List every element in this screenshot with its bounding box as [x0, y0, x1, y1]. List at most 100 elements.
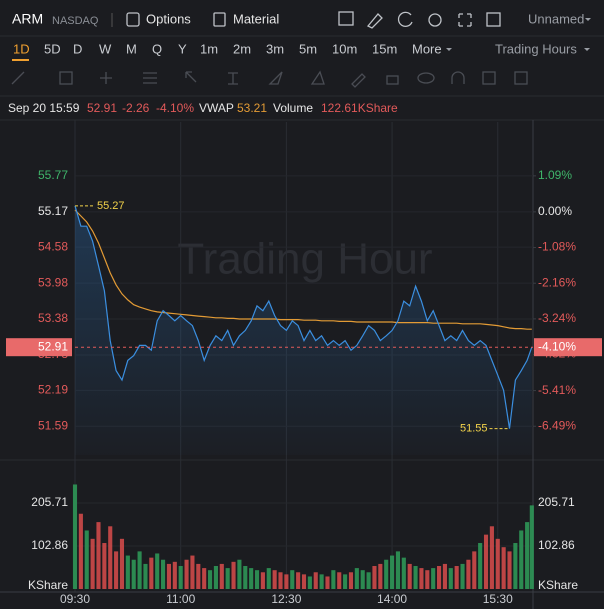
timeframe-tab[interactable]: 3m	[266, 41, 284, 56]
exchange: NASDAQ	[52, 15, 99, 27]
volume-bar	[331, 570, 336, 589]
info-vwap-label: VWAP	[199, 101, 234, 115]
volume-bar	[184, 559, 189, 589]
layout-name[interactable]: Unnamed	[528, 11, 584, 26]
tool-group[interactable]	[482, 71, 496, 85]
x-tick-label: 09:30	[60, 592, 90, 606]
volume-bar	[343, 574, 348, 589]
price-area	[75, 205, 532, 455]
tool-eye[interactable]	[417, 72, 435, 84]
options-button[interactable]: Options	[146, 11, 191, 26]
drawing-tools	[11, 70, 528, 88]
info-price: 52.91	[87, 101, 117, 115]
fullscreen-icon[interactable]	[458, 13, 472, 27]
current-change-tag	[534, 338, 602, 357]
tool-magnet[interactable]	[451, 71, 465, 84]
x-tick-label: 11:00	[166, 592, 195, 606]
volume-bar	[296, 572, 301, 589]
volume-bar	[495, 538, 500, 589]
volume-bar	[325, 576, 330, 589]
symbol[interactable]: ARM	[12, 11, 43, 27]
volume-bar	[161, 559, 166, 589]
timeframe-tab[interactable]: 10m	[332, 41, 357, 56]
volume-bar	[284, 574, 289, 589]
tool-delete[interactable]	[514, 71, 528, 85]
volume-bar	[84, 530, 89, 589]
timeframe-tab[interactable]: M	[126, 41, 137, 56]
x-tick-label: 12:30	[271, 592, 301, 606]
volume-bar	[507, 551, 512, 589]
y-tick-label: 55.77	[38, 168, 68, 182]
y-tick-label: 55.17	[38, 204, 68, 218]
timeframe-tab[interactable]: Q	[152, 41, 162, 56]
timeframe-tab[interactable]: W	[99, 41, 112, 56]
volume-bar	[237, 559, 242, 589]
volume-bar	[513, 543, 518, 589]
layout-icon[interactable]	[486, 12, 501, 27]
indicator-icon[interactable]	[338, 11, 354, 26]
timeframe-tab[interactable]: More	[412, 41, 442, 56]
tool-measure[interactable]	[310, 70, 325, 85]
tool-fib[interactable]	[143, 72, 157, 84]
volume-bar	[196, 563, 201, 589]
session-selector[interactable]: Trading Hours	[495, 41, 577, 56]
volume-bar	[96, 522, 101, 589]
timeframe-tab[interactable]: D	[73, 41, 82, 56]
volume-bar	[372, 566, 377, 589]
volume-bar	[290, 570, 295, 589]
timeframe-tab[interactable]: 15m	[372, 41, 397, 56]
timeframe-tab[interactable]: 1m	[200, 41, 218, 56]
current-change-label: -4.10%	[538, 339, 576, 353]
info-vwap: 53.21	[237, 101, 267, 115]
volume-bar	[72, 484, 78, 589]
volume-bar	[390, 555, 395, 589]
material-icon	[213, 12, 226, 27]
tool-lock[interactable]	[386, 75, 399, 85]
volume-bar	[354, 568, 359, 589]
volume-bar	[478, 543, 483, 589]
timeframe-tab[interactable]: 5m	[299, 41, 317, 56]
volume-tick-label: 102.86	[538, 538, 575, 552]
timeframe-tab[interactable]: 5D	[44, 41, 61, 56]
volume-tick-label: 205.71	[31, 495, 68, 509]
volume-bar	[155, 553, 160, 589]
settings-icon[interactable]	[428, 13, 442, 27]
volume-bar	[442, 563, 447, 589]
volume-bar	[413, 566, 418, 589]
volume-bar	[489, 526, 494, 589]
volume-bar	[360, 570, 365, 589]
y2-tick-label: -2.16%	[538, 275, 576, 289]
volume-bar	[425, 570, 430, 589]
y2-tick-label: 1.09%	[538, 168, 572, 182]
volume-tick-label: 205.71	[538, 495, 575, 509]
volume-bar	[213, 566, 218, 589]
volume-bar	[319, 574, 324, 589]
tool-cross[interactable]	[100, 72, 112, 84]
volume-bar	[301, 574, 307, 589]
watermark: Trading Hour	[177, 235, 432, 284]
high-label: 55.27	[97, 200, 125, 212]
tool-rect[interactable]	[59, 71, 73, 85]
volume-bar	[172, 561, 177, 589]
draw-icon[interactable]	[366, 13, 383, 29]
timeframe-tab[interactable]: 2m	[233, 41, 251, 56]
volume-bar	[90, 538, 95, 589]
info-change: -2.26	[122, 101, 150, 115]
tool-line[interactable]	[11, 71, 25, 85]
tool-arrow[interactable]	[185, 71, 197, 83]
info-volume-label: Volume	[273, 101, 313, 115]
volume-bar	[395, 551, 401, 589]
material-button[interactable]: Material	[233, 11, 279, 26]
tool-text[interactable]	[228, 72, 238, 85]
timeframe-tab[interactable]: Y	[178, 41, 187, 56]
volume-bar	[260, 572, 265, 589]
x-tick-label: 14:00	[377, 592, 407, 606]
tool-brush[interactable]	[268, 71, 283, 85]
tool-pen[interactable]	[351, 73, 366, 88]
volume-bar	[436, 566, 442, 589]
timeframe-tab[interactable]: 1D	[13, 41, 30, 56]
volume-bar	[448, 568, 453, 589]
volume-bar	[249, 568, 254, 589]
refresh-icon[interactable]	[397, 11, 413, 27]
